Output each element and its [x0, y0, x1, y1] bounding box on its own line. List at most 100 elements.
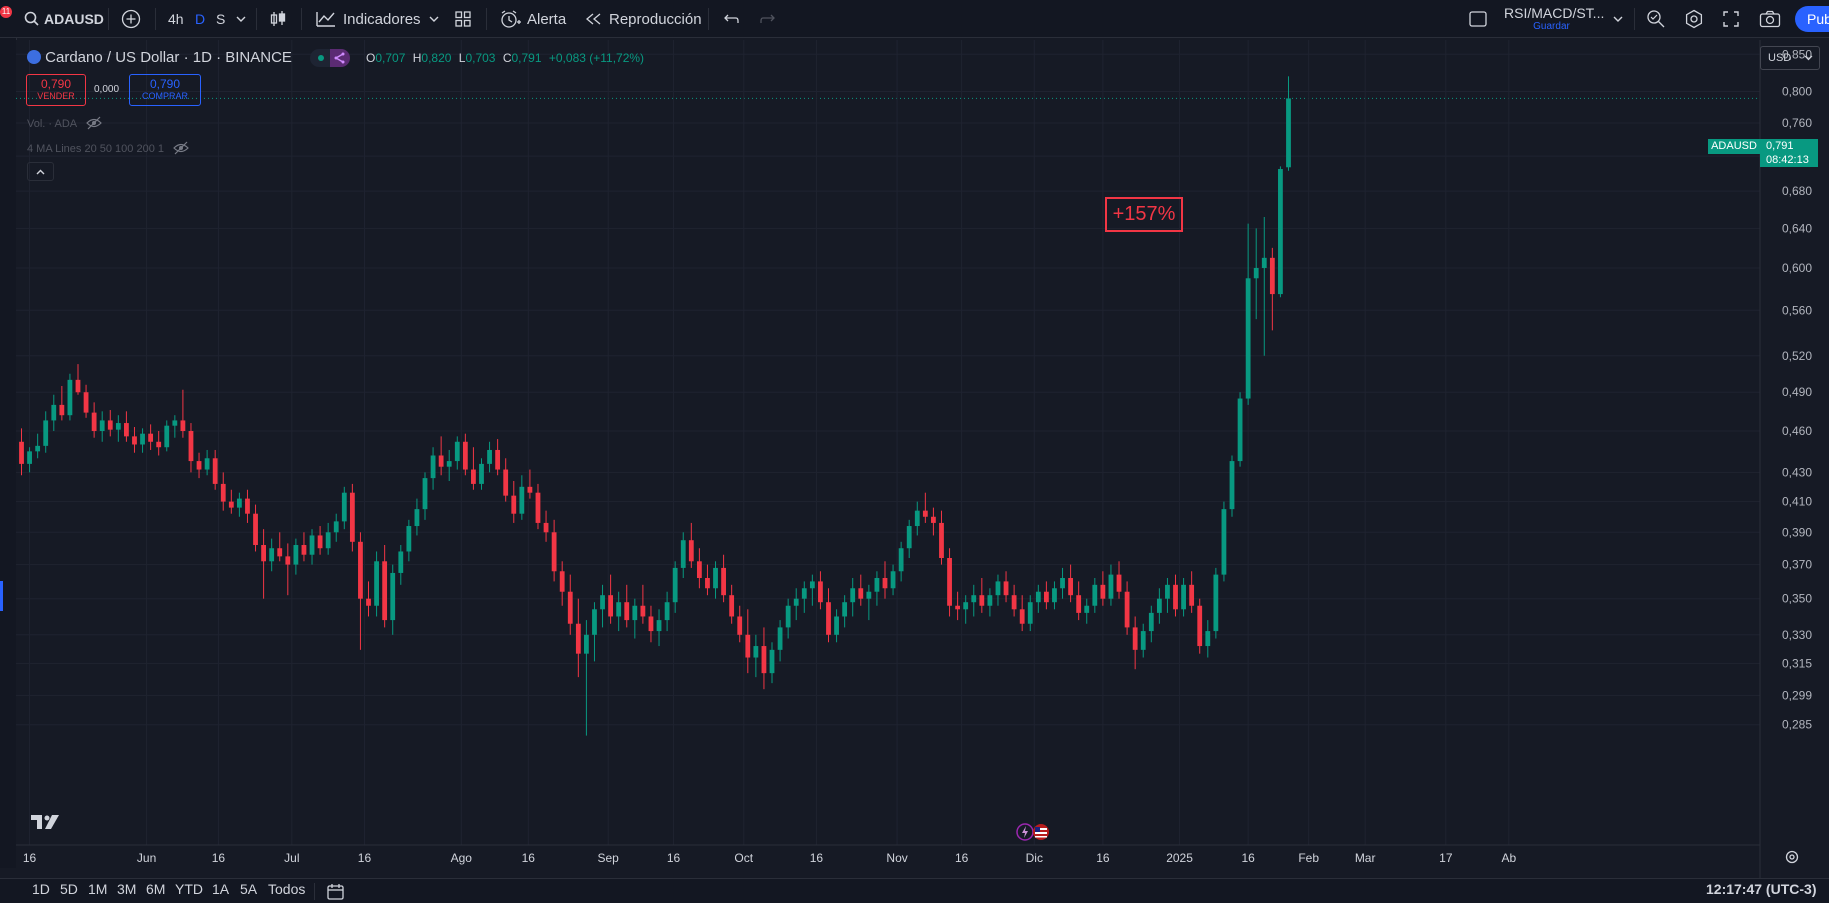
interval-d[interactable]: D — [195, 11, 206, 27]
candle — [858, 574, 864, 606]
eye-off-icon[interactable] — [85, 116, 102, 130]
range-1m[interactable]: 1M — [88, 881, 108, 897]
snapshot-button[interactable] — [1759, 0, 1781, 38]
interval-s[interactable]: S — [216, 11, 226, 27]
candle — [1173, 574, 1178, 617]
percent-gain-annotation[interactable]: +157% — [1105, 197, 1183, 232]
chart-type-button[interactable] — [268, 0, 288, 38]
candle — [301, 532, 307, 562]
candle — [737, 605, 743, 643]
redo-button[interactable] — [759, 0, 777, 38]
range-5d[interactable]: 5D — [60, 881, 78, 897]
candle-body — [236, 498, 242, 508]
legend-status-pill[interactable] — [310, 49, 350, 67]
date-range-button[interactable] — [326, 883, 346, 901]
candle-body — [341, 492, 347, 522]
notification-badge[interactable]: 11 — [0, 0, 12, 38]
candle-body — [19, 441, 24, 464]
candle-body — [75, 379, 81, 393]
candle — [172, 415, 178, 438]
candle — [874, 571, 880, 606]
replay-button[interactable]: Reproducción — [585, 0, 702, 38]
collapse-legend-button[interactable] — [27, 162, 54, 181]
candle-body — [333, 521, 339, 533]
sell-button[interactable]: 0,790 VENDER — [26, 74, 86, 106]
candle-body — [148, 433, 154, 442]
range-1d[interactable]: 1D — [32, 881, 50, 897]
candle-body — [398, 551, 404, 573]
alert-button[interactable]: Alerta — [499, 0, 566, 38]
time-tick-label: 16 — [358, 851, 372, 865]
candle — [898, 541, 904, 582]
low-label: L — [458, 51, 466, 65]
tradingview-logo[interactable] — [29, 813, 61, 836]
ma-indicator-legend[interactable]: 4 MA Lines 20 50 100 200 1 — [27, 141, 189, 155]
eye-off-icon[interactable] — [173, 141, 189, 155]
indicators-dropdown[interactable] — [428, 0, 440, 38]
search-icon — [24, 11, 40, 27]
candle — [890, 564, 896, 596]
candle — [511, 481, 517, 523]
range-all[interactable]: Todos — [268, 881, 306, 897]
time-tick-label: 16 — [1241, 851, 1255, 865]
range-5a[interactable]: 5A — [240, 881, 258, 897]
currency-selector[interactable]: USD — [1760, 46, 1820, 70]
templates-button[interactable] — [453, 0, 473, 38]
candle — [801, 581, 807, 613]
range-6m[interactable]: 6M — [146, 881, 166, 897]
candle — [648, 605, 654, 643]
compare-button[interactable] — [121, 0, 141, 38]
candle — [1060, 567, 1065, 599]
candle — [567, 574, 573, 635]
candle — [1245, 223, 1251, 405]
clock-timezone[interactable]: 12:17:47 (UTC-3) — [1706, 881, 1817, 897]
range-1a[interactable]: 1A — [212, 881, 230, 897]
buy-button[interactable]: 0,790 COMPRAR — [129, 74, 201, 106]
range-3m[interactable]: 3M — [117, 881, 137, 897]
expand-icon — [1722, 10, 1740, 28]
symbol-search[interactable]: ADAUSD — [24, 0, 104, 38]
layout-dropdown[interactable] — [1612, 0, 1624, 38]
candle-body — [1253, 267, 1259, 279]
candle-body — [140, 433, 145, 445]
indicators-button[interactable]: Indicadores — [315, 0, 421, 38]
symbol-title[interactable]: Cardano / US Dollar · 1D · BINANCE — [45, 49, 292, 66]
candle — [204, 449, 210, 476]
candle-body — [51, 404, 57, 421]
quick-search-button[interactable] — [1646, 0, 1666, 38]
undo-button[interactable] — [722, 0, 740, 38]
candle-body — [382, 561, 388, 621]
time-tick-label: Oct — [734, 851, 753, 865]
candle — [228, 489, 234, 514]
settings-button[interactable] — [1684, 0, 1704, 38]
candle-body — [115, 423, 121, 430]
candle — [850, 578, 856, 617]
volume-indicator-legend[interactable]: Vol. · ADA — [27, 116, 102, 130]
candle — [696, 548, 702, 589]
price-chart[interactable]: 0,8500,8000,7600,7200,6800,6400,6000,560… — [16, 40, 1829, 878]
interval-4h[interactable]: 4h — [168, 11, 184, 27]
candle-body — [842, 602, 848, 617]
candle — [91, 402, 97, 438]
candle — [27, 447, 32, 473]
interval-dropdown[interactable] — [235, 0, 247, 38]
layout-selector[interactable]: RSI/MACD/ST... Guardar — [1504, 5, 1604, 35]
publish-button[interactable]: Pub — [1795, 6, 1829, 32]
candle-body — [1084, 605, 1090, 613]
fullscreen-toggle[interactable] — [1468, 0, 1488, 38]
time-axis: 16 Jun 16 Jul 16 Ago 16 Sep 16 Oct 16 Nov 16 Dic 16 202… — [16, 844, 1760, 865]
candle — [1165, 578, 1170, 613]
time-axis-settings[interactable] — [1784, 849, 1800, 865]
candle — [753, 634, 759, 678]
candle — [809, 574, 815, 606]
time-tick-label: Feb — [1298, 851, 1319, 865]
candle-body — [325, 532, 331, 549]
candle-body — [228, 501, 234, 508]
grid-icon — [453, 9, 473, 29]
fullscreen-button[interactable] — [1722, 0, 1740, 38]
range-ytd[interactable]: YTD — [175, 881, 203, 897]
candle — [705, 564, 710, 596]
layout-save-label: Guardar — [1533, 21, 1570, 32]
buy-price: 0,790 — [149, 77, 181, 91]
economic-events-markers[interactable] — [1015, 822, 1055, 847]
